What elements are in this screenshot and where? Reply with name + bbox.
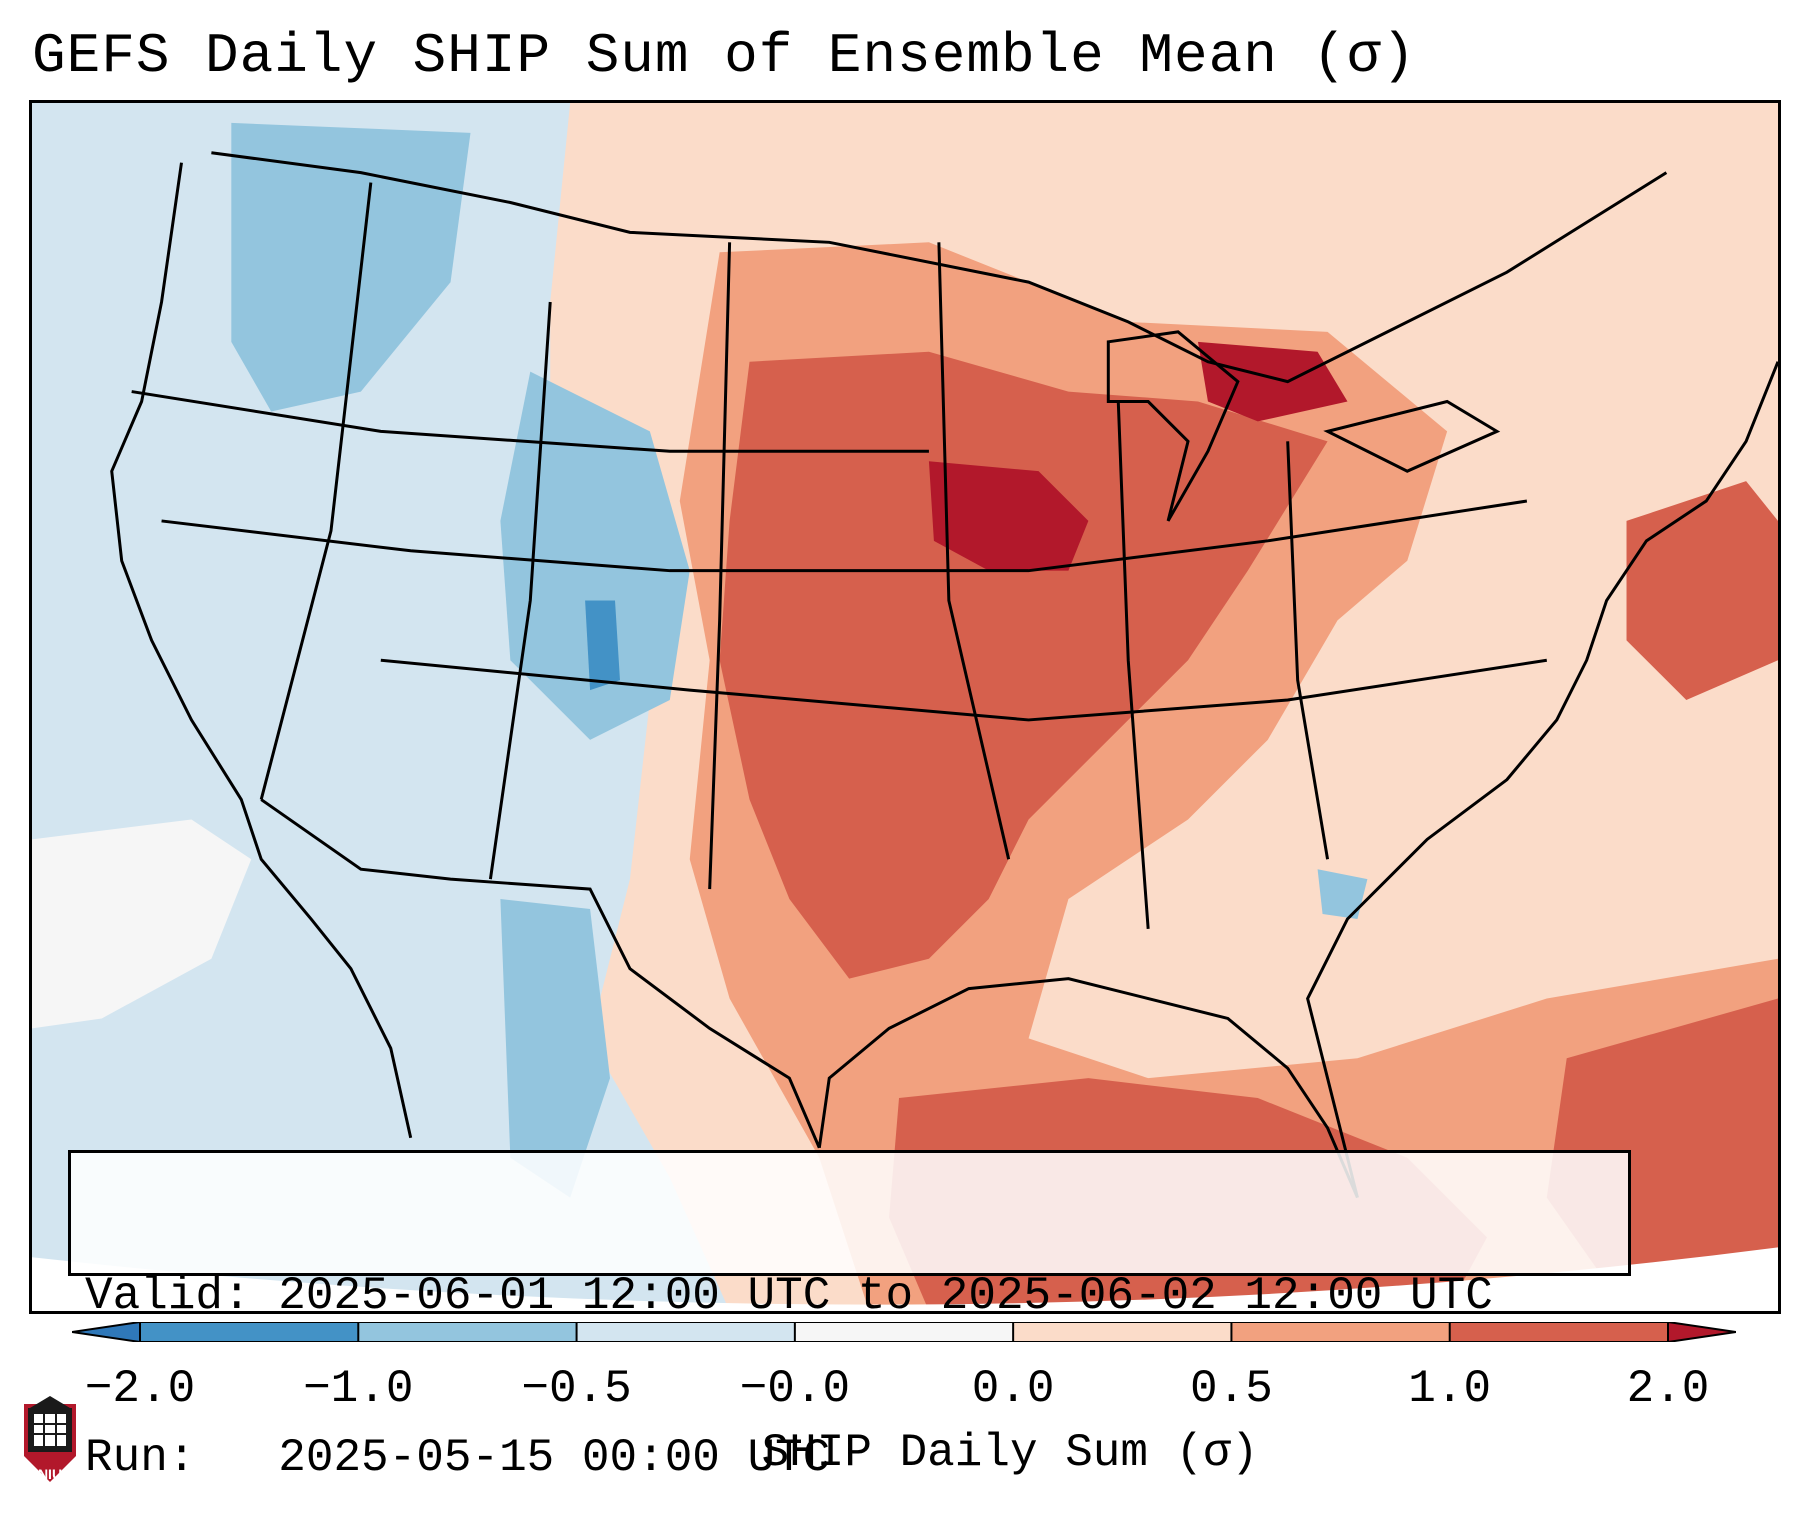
us-mexico-border <box>260 798 821 1149</box>
colorbar <box>72 1322 1736 1342</box>
colorbar-segment <box>358 1322 578 1342</box>
colorbar-tick-label: −1.0 <box>303 1363 414 1415</box>
run-value: 2025-05-15 00:00 UTC <box>278 1432 831 1484</box>
anomaly-region-very-strong-positive-midwest <box>928 461 1089 571</box>
valid-value: 2025-06-01 12:00 UTC to 2025-06-02 12:00… <box>278 1270 1493 1322</box>
anomaly-map <box>32 103 1778 1311</box>
colorbar-label: SHIP Daily Sum (σ) <box>761 1427 1259 1479</box>
colorbar-tick-label: −0.5 <box>521 1363 632 1415</box>
state-line-v2 <box>488 301 552 880</box>
valid-line: Valid: 2025-06-01 12:00 UTC to 2025-06-0… <box>85 1269 1614 1323</box>
anomaly-region-moderate-negative-rockies <box>500 371 690 740</box>
colorbar-tick-label: 0.5 <box>1190 1363 1273 1415</box>
east-coast <box>1306 361 1778 1198</box>
gulf-coast <box>817 977 1359 1199</box>
anomaly-region-moderate-negative-nw <box>231 122 471 412</box>
colorbar-segment <box>1231 1322 1451 1342</box>
anomaly-region-moderate-negative-southeast <box>1317 869 1368 919</box>
lake-erie <box>1323 399 1501 473</box>
colorbar-segment <box>140 1322 359 1342</box>
state-line-h2 <box>161 499 1528 573</box>
validity-info-box: Valid: 2025-06-01 12:00 UTC to 2025-06-0… <box>68 1150 1631 1484</box>
great-lakes <box>1106 330 1240 522</box>
colorbar-tick-label: −2.0 <box>84 1363 196 1415</box>
west-coast <box>110 162 413 1139</box>
state-line-v6 <box>1286 441 1330 860</box>
colorbar-segment <box>576 1322 796 1342</box>
colorbar-tick-label: 0.0 <box>971 1363 1055 1415</box>
colorbar-segment <box>1449 1322 1669 1342</box>
boundary-lines <box>110 151 1778 1199</box>
run-line: Run: 2025-05-15 00:00 UTC <box>85 1431 1614 1485</box>
niu-logo: NIU <box>20 1392 80 1484</box>
colorbar-tick-label: 1.0 <box>1408 1363 1492 1415</box>
state-line-v5 <box>1116 401 1150 930</box>
valid-label: Valid: <box>85 1270 279 1322</box>
run-label: Run: <box>85 1432 279 1484</box>
anomaly-region-strong-positive-northeast <box>1626 481 1778 701</box>
colorbar-tick-label: 2.0 <box>1626 1363 1710 1415</box>
state-line-v4 <box>937 242 1011 860</box>
colorbar-extend-low <box>72 1322 140 1342</box>
map-domain-edge <box>32 1247 1778 1311</box>
chart-title: GEFS Daily SHIP Sum of Ensemble Mean (σ) <box>32 24 1417 88</box>
anomaly-region-very-strong-positive-lakes <box>1197 341 1348 422</box>
colorbar-segment <box>1013 1322 1232 1342</box>
anomaly-region-moderate-negative-mexico <box>500 899 611 1198</box>
state-line-v1 <box>259 182 373 800</box>
anomaly-region-near-zero-pacific <box>32 819 252 1029</box>
us-canada-border <box>211 151 1668 384</box>
colorbar-extend-high <box>1668 1322 1736 1342</box>
state-line-h1 <box>131 390 929 453</box>
map-panel <box>29 100 1781 1314</box>
colorbar-tick-label: −0.0 <box>739 1363 851 1415</box>
state-line-v3 <box>708 242 732 890</box>
logo-text: NIU <box>37 1466 63 1482</box>
colorbar-segment <box>794 1322 1014 1342</box>
state-line-h3 <box>380 658 1548 722</box>
anomaly-region-strong-negative <box>585 600 620 691</box>
